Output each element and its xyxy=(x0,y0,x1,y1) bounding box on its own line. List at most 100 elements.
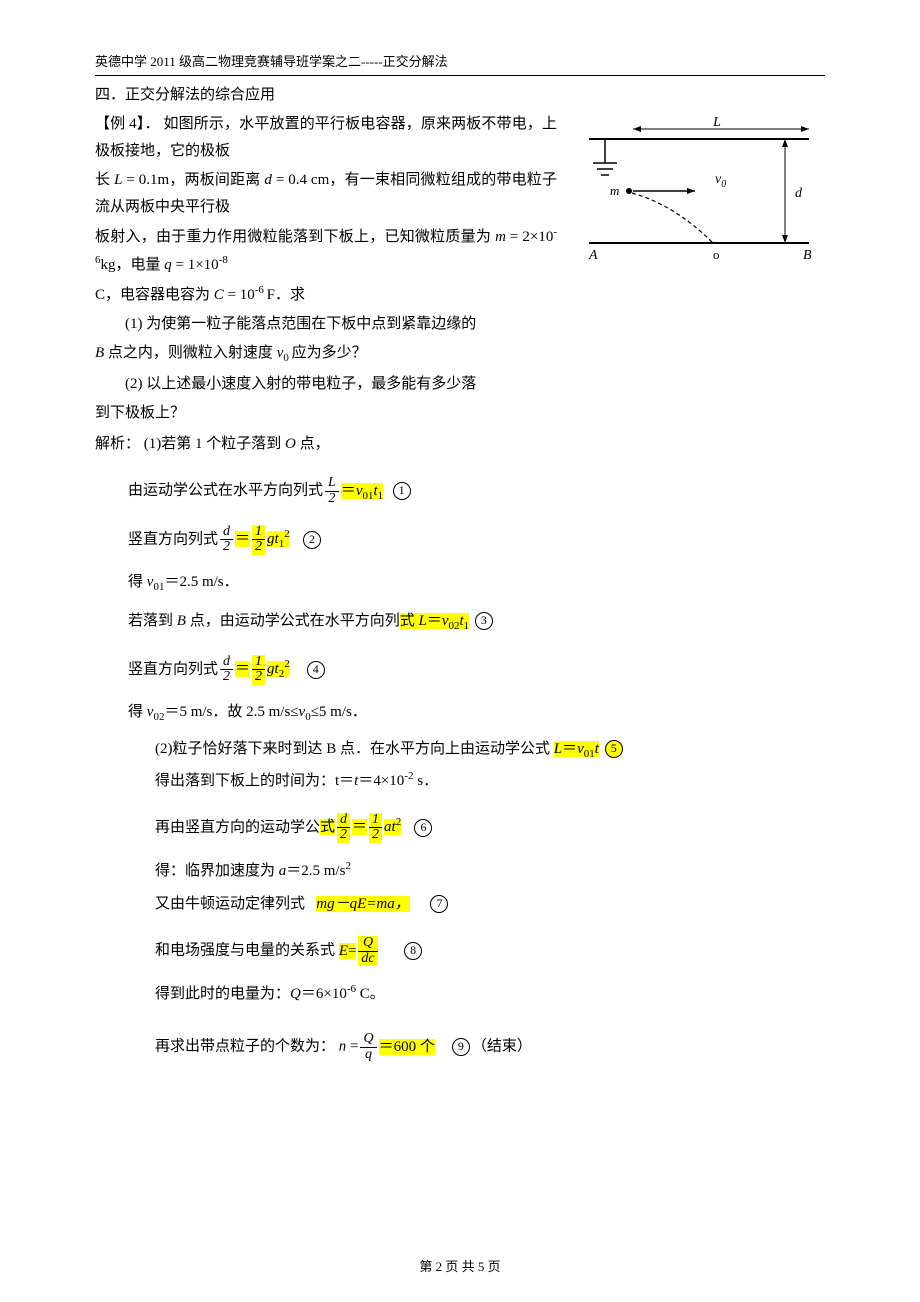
text: 得到此时的电量为： xyxy=(155,986,290,1002)
highlight: E= xyxy=(339,943,357,959)
text: 由运动学公式在水平方向列式 xyxy=(128,483,323,499)
text: 得 xyxy=(128,704,147,720)
fraction-Q-over-dc: Qdc xyxy=(358,936,377,966)
diagram-B-label: B xyxy=(803,248,812,263)
text: 和电场强度与电量的关系式 xyxy=(155,943,339,959)
text: 板射入，由于重力作用微粒能落到下板上，已知微粒质量为 xyxy=(95,229,495,245)
page-header: 英德中学 2011 级高二物理竞赛辅导班学案之二-----正交分解法 xyxy=(95,50,825,76)
fraction-d-over-2: d2 xyxy=(220,525,233,555)
text: = 0.1m，两板间距离 xyxy=(122,172,264,188)
text: 如图所示，水平放置的平行板电容器，原来两板不带电，上极板接地，它的极板 xyxy=(95,116,557,159)
var-B: B xyxy=(95,345,104,361)
text: ＝6×10 xyxy=(301,986,347,1002)
highlight: gt22 xyxy=(267,661,290,677)
solution-start: 解析： (1)若第 1 个粒子落到 O 点， xyxy=(95,431,825,458)
time-result: 得出落到下板上的时间为：t＝t＝4×10-2 s． xyxy=(155,767,825,795)
page: 英德中学 2011 级高二物理竞赛辅导班学案之二-----正交分解法 四．正交分… xyxy=(0,0,920,1302)
page-footer: 第 2 页 共 5 页 xyxy=(0,1255,920,1278)
capacitor-diagram: L d m v0 A o B xyxy=(565,115,825,275)
sub: 02 xyxy=(153,711,164,723)
text: C，电容器电容为 xyxy=(95,287,214,303)
diagram-O-label: o xyxy=(713,247,720,262)
question-1-line-2: B 点之内，则微粒入射速度 v0 应为多少？ xyxy=(95,340,825,369)
highlight: ＝v01t1 xyxy=(341,483,383,499)
fraction-Q-over-q: Qq xyxy=(360,1032,376,1062)
eq-number-2: 2 xyxy=(303,531,321,549)
text: (2)粒子恰好落下来时到达 B 点．在水平方向上由运动学公式 xyxy=(155,741,554,757)
equation-2: 竖直方向列式d2＝12gt12 2 xyxy=(128,525,825,555)
acceleration-result: 得：临界加速度为 a＝2.5 m/s2 xyxy=(155,857,825,885)
var-d: d xyxy=(264,172,272,188)
problem-line-4: C，电容器电容为 C = 10-6 F．求 xyxy=(95,281,825,309)
eq-number-8: 8 xyxy=(404,942,422,960)
var-n: n xyxy=(339,1039,347,1055)
eq-number-1: 1 xyxy=(393,482,411,500)
eq-number-3: 3 xyxy=(475,612,493,630)
var-m: m xyxy=(495,229,506,245)
text: 点， xyxy=(296,436,330,452)
result-v02: 得 v02＝5 m/s．故 2.5 m/s≤v0≤5 m/s． xyxy=(128,699,825,728)
text: 又由牛顿运动定律列式 xyxy=(155,896,305,912)
highlight: 式 xyxy=(320,819,335,835)
text: ＝4×10 xyxy=(358,773,404,789)
highlight: ＝ xyxy=(352,819,367,835)
exp: -8 xyxy=(219,254,228,266)
section-title: 四．正交分解法的综合应用 xyxy=(95,82,825,109)
text: (1)若第 1 个粒子落到 xyxy=(140,436,285,452)
diagram-L-label: L xyxy=(712,115,721,130)
text: 得：临界加速度为 xyxy=(155,863,279,879)
var-O: O xyxy=(285,436,296,452)
highlight: ＝ xyxy=(235,531,250,547)
part-2-start: (2)粒子恰好落下来时到达 B 点．在水平方向上由运动学公式 L＝v01t 5 xyxy=(155,736,825,765)
text: 点，由运动学公式在水平方向列 xyxy=(186,613,400,629)
sub: 01 xyxy=(153,581,164,593)
text: 得出落到下板上的时间为：t＝ xyxy=(155,773,354,789)
charge-result: 得到此时的电量为：Q＝6×10-6 C。 xyxy=(155,980,825,1008)
text: kg，电量 xyxy=(101,257,165,273)
exp: -6 xyxy=(347,983,356,995)
solution-label: 解析： xyxy=(95,436,140,452)
sup: 2 xyxy=(345,860,351,872)
text: 再由竖直方向的运动学公 xyxy=(155,819,320,835)
result-v01: 得 v01＝2.5 m/s． xyxy=(128,569,825,598)
eq-number-4: 4 xyxy=(307,661,325,679)
highlight: mg－qE=ma， xyxy=(316,896,409,912)
var-Q: Q xyxy=(290,986,301,1002)
eq-number-5: 5 xyxy=(605,740,623,758)
example-label: 【例 4】． xyxy=(95,116,160,132)
newton-law: 又由牛顿运动定律列式 mg－qE=ma， 7 xyxy=(155,891,825,918)
diagram-A-label: A xyxy=(588,248,598,263)
text: = 10 xyxy=(224,287,255,303)
highlight: L＝v01t xyxy=(554,741,599,757)
var-C: C xyxy=(214,287,224,303)
text: = 2×10 xyxy=(506,229,553,245)
text: 应为多少？ xyxy=(292,345,367,361)
eq-number-9: 9 xyxy=(452,1038,470,1056)
diagram-d-label: d xyxy=(795,186,803,201)
text: F．求 xyxy=(267,287,305,303)
text: C。 xyxy=(356,986,385,1002)
question-1-line-1: (1) 为使第一粒子能落点范围在下板中点到紧靠边缘的 xyxy=(95,311,825,338)
text: ＝5 m/s．故 2.5 m/s≤ xyxy=(164,704,298,720)
fraction-d-over-2: d2 xyxy=(337,813,350,843)
highlight: 式 L＝v02t1 xyxy=(400,613,469,629)
case-B: 若落到 B 点，由运动学公式在水平方向列式 L＝v02t1 3 xyxy=(128,608,825,637)
equation-8: 和电场强度与电量的关系式 E=Qdc 8 xyxy=(155,936,825,966)
var-q: q xyxy=(164,257,172,273)
eq-number-7: 7 xyxy=(430,895,448,913)
fraction-d-over-2: d2 xyxy=(220,655,233,685)
text: 竖直方向列式 xyxy=(128,531,218,547)
text: ＝2.5 m/s． xyxy=(164,574,238,590)
fraction-1-over-2: 12 xyxy=(369,813,382,843)
diagram-v0-label: v0 xyxy=(715,172,726,190)
question-2-line-2: 到下极板上？ xyxy=(95,400,825,427)
var-B: B xyxy=(177,613,186,629)
equation-1: 由运动学公式在水平方向列式L2＝v01t1 1 xyxy=(128,476,825,506)
exp: -6 xyxy=(255,284,267,296)
text: 长 xyxy=(95,172,114,188)
text: s． xyxy=(413,773,438,789)
highlight: ＝ xyxy=(235,661,250,677)
eq-number-6: 6 xyxy=(414,819,432,837)
text: = 1×10 xyxy=(172,257,219,273)
equation-4: 竖直方向列式d2＝12gt22 4 xyxy=(128,655,825,685)
